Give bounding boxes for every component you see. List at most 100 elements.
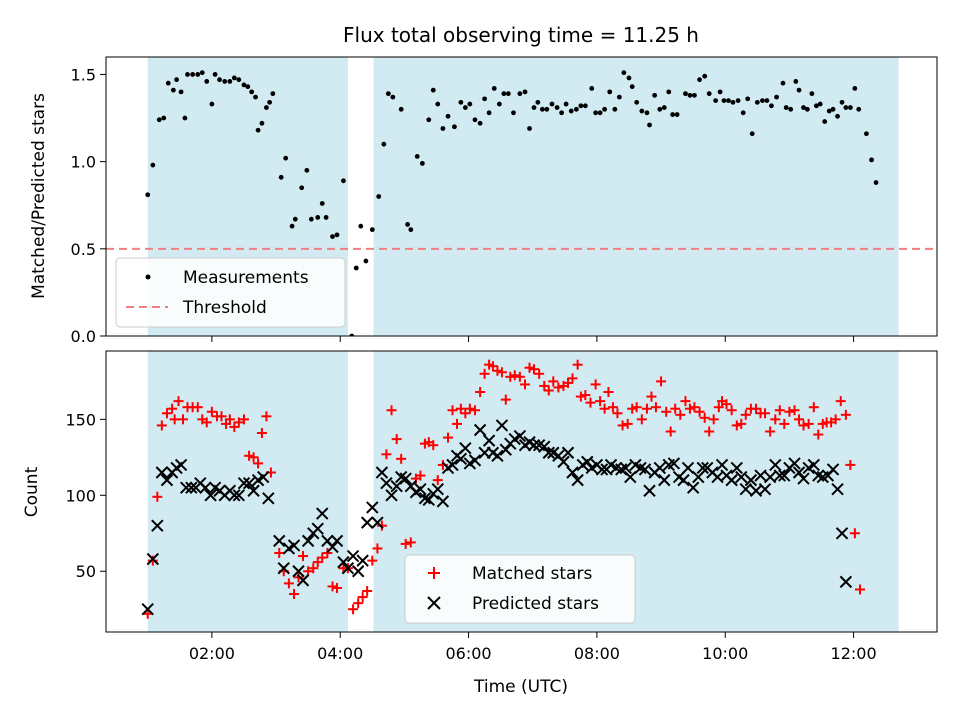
matched-star-point: [443, 432, 454, 443]
matched-star-point: [298, 551, 309, 562]
matched-star-point: [808, 402, 819, 413]
predicted-star-point: [247, 484, 260, 497]
matched-star-point: [256, 428, 267, 439]
measurement-point: [289, 223, 295, 229]
matched-star-point: [224, 414, 235, 425]
measurement-point: [783, 105, 789, 110]
predicted-star-point: [667, 457, 681, 470]
measurement-point: [830, 106, 836, 112]
measurement-point: [593, 110, 599, 116]
predicted-star-point: [311, 522, 324, 535]
matched-star-point: [405, 537, 416, 548]
measurement-point: [398, 106, 404, 112]
measurement-point: [204, 79, 210, 84]
matched-star-point: [428, 440, 439, 451]
predicted-star-point: [296, 574, 310, 587]
matched-star-point: [699, 412, 710, 423]
matched-star-point: [553, 382, 564, 393]
matched-star-point: [751, 403, 762, 414]
matched-star-point: [372, 543, 383, 554]
legend-matched-label: Matched stars: [472, 564, 592, 584]
matched-star-point: [760, 408, 771, 419]
measurement-point: [559, 110, 565, 116]
predicted-star-point: [730, 461, 743, 475]
matched-star-point: [650, 402, 661, 413]
matched-star-point: [849, 528, 860, 539]
measurement-point: [505, 91, 511, 97]
matched-star-point: [216, 411, 227, 422]
matched-star-point: [661, 406, 672, 417]
matched-star-point: [603, 387, 614, 398]
predicted-star-point: [366, 501, 379, 514]
measurement-point: [390, 94, 396, 100]
matched-star-point: [238, 414, 249, 425]
predicted-star-point: [499, 443, 512, 456]
measurement-point: [426, 117, 432, 123]
measurement-point: [315, 215, 321, 220]
matched-star-point: [289, 589, 300, 600]
measurement-point: [856, 106, 862, 112]
predicted-star-point: [581, 455, 594, 469]
top-legend-frame: [115, 257, 346, 328]
matched-star-point: [161, 408, 172, 419]
matched-star-point: [845, 459, 856, 470]
measurement-point: [788, 106, 794, 112]
measurement-point: [458, 99, 464, 105]
predicted-star-point: [758, 483, 772, 496]
predicted-star-point: [542, 446, 555, 459]
matched-star-point: [432, 475, 443, 486]
measurement-point: [847, 105, 853, 110]
measurement-point: [249, 89, 255, 95]
measurement-point: [813, 103, 819, 109]
measurement-point: [760, 98, 765, 103]
predicted-star-point: [199, 481, 212, 494]
matched-star-point: [656, 376, 667, 387]
measurement-point: [629, 84, 635, 90]
measurement-point: [353, 265, 359, 271]
measurement-point: [522, 89, 528, 95]
matched-star-point: [400, 538, 411, 549]
measurement-point: [405, 222, 410, 227]
measurement-point: [236, 77, 242, 83]
matched-star-point: [283, 578, 294, 589]
legend-threshold-label: Threshold: [182, 298, 267, 318]
measurement-point: [726, 98, 731, 103]
xtick-label: 04:00: [317, 644, 363, 663]
predicted-star-point: [330, 534, 344, 548]
measurement-point: [796, 87, 802, 93]
predicted-star-point: [788, 457, 801, 470]
measurement-point: [190, 72, 196, 77]
matched-star-point: [599, 403, 610, 414]
matched-star-point: [152, 491, 163, 502]
matched-star-point: [694, 406, 705, 417]
measurement-point: [445, 113, 451, 119]
matched-star-point: [261, 411, 272, 422]
predicted-star-point: [414, 483, 427, 496]
matched-star-point: [322, 548, 333, 559]
measurement-point: [864, 131, 869, 137]
predicted-star-point: [653, 461, 666, 475]
matched-star-point: [460, 408, 471, 419]
measurement-point: [817, 101, 823, 107]
measurement-point: [835, 113, 840, 119]
predicted-star-point: [658, 473, 671, 487]
measurement-point: [740, 110, 746, 116]
matched-star-point: [731, 420, 742, 431]
measurement-point: [644, 110, 650, 116]
measurement-point: [717, 89, 723, 95]
matched-star-point: [789, 405, 800, 416]
predicted-star-point: [262, 492, 275, 505]
matched-star-point: [479, 368, 490, 379]
matched-star-point: [580, 390, 591, 401]
measurement-point: [626, 75, 632, 81]
predicted-star-point: [778, 469, 791, 482]
bottom-legend-frame: [404, 554, 636, 624]
measurement-point: [278, 174, 284, 180]
measurement-point: [657, 106, 663, 112]
measurement-point: [292, 216, 298, 222]
bottom-legend: Matched stars Predicted stars: [404, 554, 636, 624]
measurement-point: [486, 110, 492, 116]
matched-star-point: [455, 403, 466, 414]
measurement-point: [501, 91, 507, 97]
predicted-star-point: [431, 483, 444, 496]
